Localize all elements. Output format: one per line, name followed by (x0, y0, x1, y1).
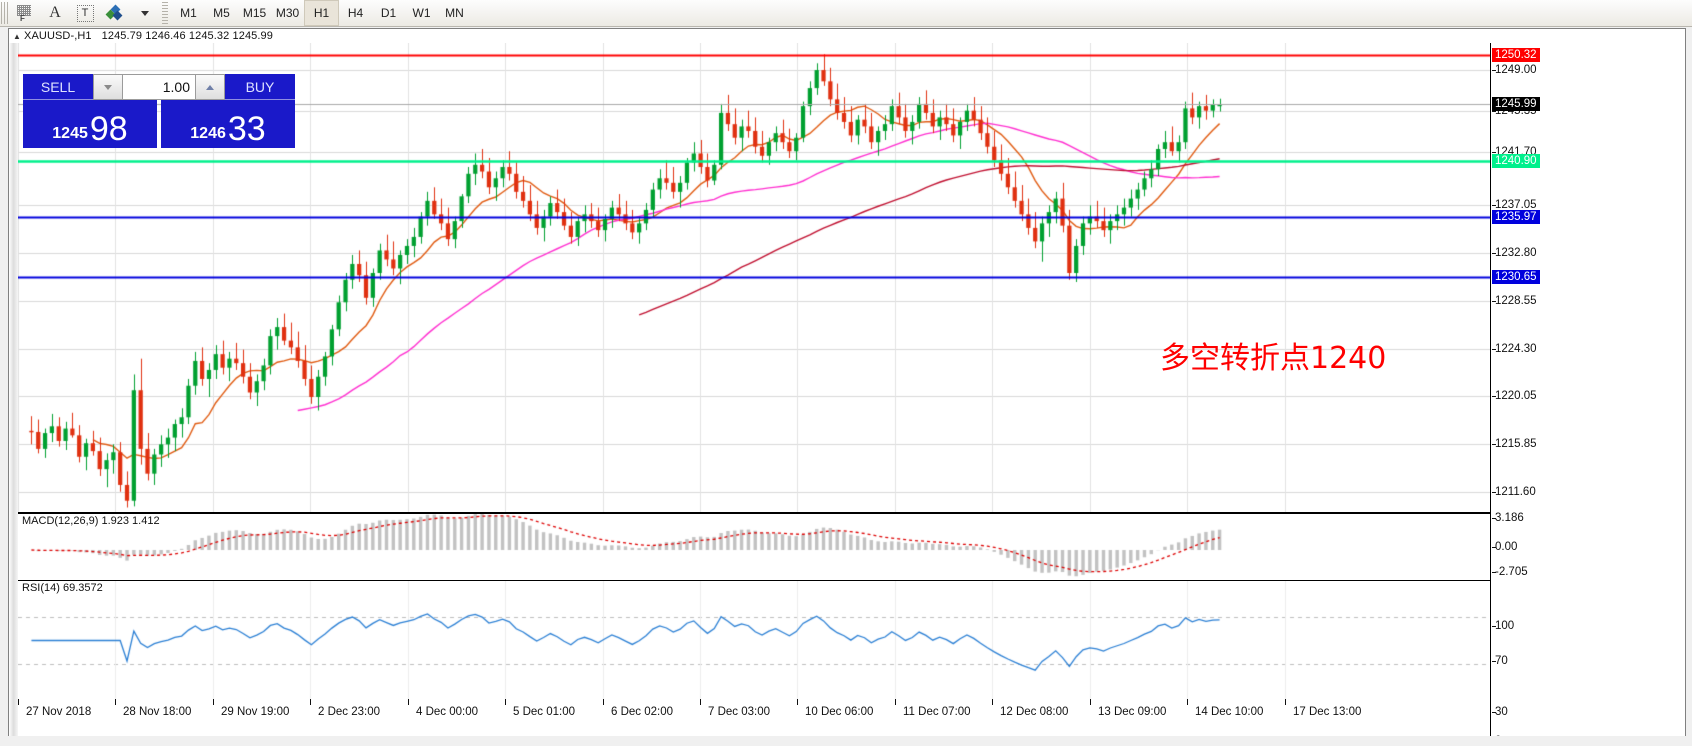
time-axis-label: 27 Nov 2018 (26, 706, 92, 718)
time-axis-tick (603, 699, 604, 705)
sell-button-label[interactable]: SELL (23, 74, 93, 100)
status-bar (0, 736, 1692, 746)
timeframe-button-h4[interactable]: H4 (347, 6, 364, 20)
grid-f-icon-label: F (20, 14, 25, 23)
time-axis-label: 28 Nov 18:00 (123, 706, 192, 718)
time-axis-tick (1285, 699, 1286, 705)
macd-tick-label: 0.00 (1492, 541, 1517, 553)
macd-tick-label: -2.705 (1492, 566, 1528, 578)
time-axis-label: 11 Dec 07:00 (903, 706, 971, 718)
time-axis-tick (797, 699, 798, 705)
time-axis-tick (895, 699, 896, 705)
price-level-tag[interactable]: 1235.97 (1492, 209, 1540, 224)
time-axis-label: 13 Dec 09:00 (1098, 706, 1167, 718)
time-axis-tick (992, 699, 993, 705)
text-A-icon[interactable]: A (49, 4, 61, 21)
timeframe-button-h1[interactable]: H1 (304, 0, 339, 26)
buy-button-label[interactable]: BUY (225, 74, 295, 100)
price-tick-label: 1232.80 (1492, 247, 1537, 259)
grid-f-icon[interactable]: F (10, 1, 40, 25)
volume-decrease-button[interactable] (93, 74, 123, 100)
timeframe-button-m5[interactable]: M5 (213, 6, 230, 20)
timeframe-button-m1[interactable]: M1 (180, 6, 197, 20)
timeframe-list: M1 M5 M15 M30 H1 H4 D1 W1 MN (172, 0, 471, 26)
time-axis-tick (505, 699, 506, 705)
chart-annotation-text: 多空转折点1240 (1160, 341, 1387, 376)
timeframe-button-d1[interactable]: D1 (380, 6, 397, 20)
time-axis-label: 7 Dec 03:00 (708, 706, 771, 718)
text-label-icon[interactable]: T (70, 1, 100, 25)
time-axis[interactable]: 27 Nov 2018 28 Nov 18:00 29 Nov 19:00 2 Dec… (18, 699, 1490, 736)
chart-window: ▲ XAUUSD-,H1 1245.79 1246.46 1245.32 124… (8, 28, 1686, 747)
rsi-tick-label: 30 (1492, 706, 1508, 718)
time-axis-tick (408, 699, 409, 705)
trade-panel-prices: 1245 98 1246 33 (23, 100, 295, 148)
caret-down-icon (104, 84, 112, 90)
crosshair-magic-icon[interactable] (100, 1, 130, 25)
sell-price-integer: 1245 (52, 125, 88, 142)
macd-tick-label: 3.186 (1492, 512, 1524, 524)
chart-ohlc-values: 1245.79 1246.46 1245.32 1245.99 (101, 30, 273, 42)
timeframe-button-m15[interactable]: M15 (242, 6, 267, 20)
time-axis-label: 4 Dec 00:00 (416, 706, 479, 718)
time-axis-tick (1090, 699, 1091, 705)
time-axis-label: 10 Dec 06:00 (805, 706, 874, 718)
price-tick-label: 1228.55 (1492, 295, 1537, 307)
price-tick-label: 1249.00 (1492, 64, 1537, 76)
time-axis-tick (310, 699, 311, 705)
timeframe-button-w1[interactable]: W1 (412, 6, 431, 20)
volume-input[interactable]: 1.00 (123, 74, 195, 100)
price-tick-label: 1215.85 (1492, 438, 1537, 450)
collapse-triangle-icon[interactable]: ▲ (13, 31, 22, 41)
time-axis-label: 6 Dec 02:00 (611, 706, 674, 718)
rsi-tick-label: 100 (1492, 620, 1514, 632)
price-level-tag[interactable]: 1250.32 (1492, 48, 1540, 63)
toolbar-dropdown-caret-icon[interactable] (130, 1, 160, 25)
buy-price-pips: 33 (227, 110, 266, 148)
price-level-tag[interactable]: 1245.99 (1492, 96, 1540, 111)
time-axis-label: 29 Nov 19:00 (221, 706, 290, 718)
rsi-pane[interactable]: RSI(14) 69.3572 (18, 580, 1490, 701)
price-tick-label: 1211.60 (1492, 486, 1536, 498)
time-axis-label: 2 Dec 23:00 (318, 706, 381, 718)
chart-symbol-label: XAUUSD-,H1 (24, 30, 92, 42)
price-level-tag[interactable]: 1230.65 (1492, 269, 1540, 284)
time-axis-label: 17 Dec 13:00 (1293, 706, 1362, 718)
timeframe-group-grip[interactable] (162, 2, 168, 24)
price-level-tag[interactable]: 1240.90 (1492, 154, 1540, 169)
time-axis-tick (115, 699, 116, 705)
rsi-canvas (18, 581, 1490, 700)
text-label-icon-box: T (76, 4, 94, 22)
one-click-trading-panel[interactable]: SELL 1.00 BUY 1245 98 1246 33 (23, 74, 295, 148)
price-tick-label: 1220.05 (1492, 390, 1537, 402)
time-axis-tick (1187, 699, 1188, 705)
time-axis-tick (18, 699, 19, 705)
rsi-tick-label: 70 (1492, 655, 1508, 667)
trade-panel-top-row: SELL 1.00 BUY (23, 74, 295, 100)
timeframe-button-mn[interactable]: MN (445, 6, 464, 20)
timeframe-button-m30[interactable]: M30 (275, 6, 300, 20)
macd-label: MACD(12,26,9) 1.923 1.412 (22, 515, 160, 527)
caret-up-icon (206, 84, 214, 90)
price-tick-label: 1237.05 (1492, 199, 1537, 211)
sell-price-button[interactable]: 1245 98 (23, 100, 157, 148)
main-toolbar: F A T M1 M5 M15 M30 H1 H4 D1 W1 MN (0, 0, 1692, 27)
time-axis-tick (213, 699, 214, 705)
time-axis-label: 5 Dec 01:00 (513, 706, 576, 718)
time-axis-label: 14 Dec 10:00 (1195, 706, 1264, 718)
price-scale[interactable]: 1249.00 1245.35 1241.70 1237.05 1232.80 1228.… (1490, 43, 1685, 747)
time-axis-tick (700, 699, 701, 705)
toolbar-grip[interactable] (1, 2, 8, 24)
sell-price-pips: 98 (89, 110, 128, 148)
buy-price-integer: 1246 (190, 125, 226, 142)
buy-price-button[interactable]: 1246 33 (161, 100, 295, 148)
time-axis-label: 12 Dec 08:00 (1000, 706, 1069, 718)
rsi-label: RSI(14) 69.3572 (22, 582, 103, 594)
price-tick-label: 1224.30 (1492, 343, 1537, 355)
macd-canvas (18, 514, 1490, 580)
chart-symbol-bar: ▲ XAUUSD-,H1 1245.79 1246.46 1245.32 124… (9, 29, 1685, 43)
macd-pane[interactable]: MACD(12,26,9) 1.923 1.412 (18, 513, 1490, 581)
volume-increase-button[interactable] (195, 74, 225, 100)
